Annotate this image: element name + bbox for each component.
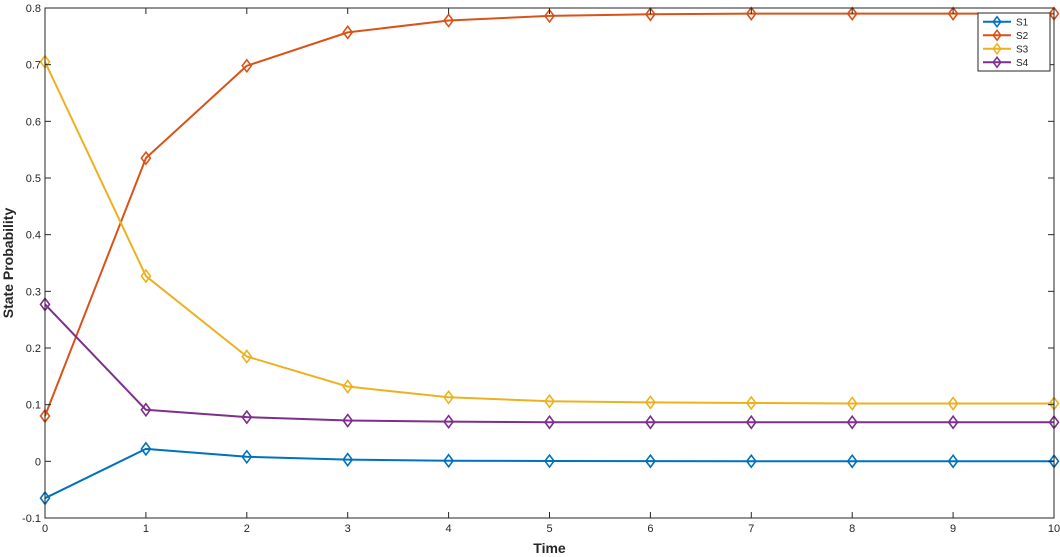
y-tick-label: 0.4 (26, 230, 41, 242)
data-point-s3 (241, 349, 253, 364)
legend-item-s4: S4 (983, 56, 1029, 69)
data-point-s1 (745, 453, 757, 469)
data-point-s3 (342, 379, 354, 394)
data-point-s2 (846, 6, 858, 21)
data-point-s1 (544, 453, 555, 469)
data-point-s1 (342, 452, 354, 467)
legend-label: S4 (1016, 58, 1029, 69)
legend-item-s1: S1 (983, 15, 1029, 28)
data-point-s2 (745, 6, 757, 21)
y-tick-label: 0.1 (26, 400, 41, 412)
data-point-s1 (846, 453, 858, 469)
data-point-s1 (644, 453, 656, 469)
legend-label: S1 (1016, 17, 1029, 28)
data-point-s3 (544, 393, 555, 409)
x-tick-label: 4 (446, 523, 452, 535)
y-tick-label: 0.3 (26, 286, 41, 298)
data-point-s3 (443, 389, 455, 405)
data-point-s4 (644, 414, 656, 430)
x-tick-label: 8 (849, 523, 855, 535)
x-tick-label: 7 (748, 523, 754, 535)
x-tick-label: 0 (42, 523, 48, 535)
legend-item-s3: S3 (983, 42, 1029, 55)
data-point-s4 (745, 414, 757, 430)
y-tick-label: 0.7 (26, 60, 41, 72)
x-tick-label: 5 (546, 523, 552, 535)
series-line-s1 (44, 447, 1054, 500)
data-point-s3 (140, 268, 152, 284)
legend-marker (992, 42, 1002, 55)
plot-area (45, 8, 1054, 518)
series-line-s4 (44, 303, 1054, 424)
legend-marker (992, 29, 1002, 42)
data-point-s2 (241, 58, 253, 74)
series-layer (39, 6, 1060, 506)
series-s4 (39, 297, 1060, 430)
legend-marker (992, 56, 1002, 69)
y-tick-label: 0 (35, 456, 41, 468)
legend-label: S3 (1016, 44, 1029, 55)
data-point-s2 (140, 150, 152, 166)
axes-layer: 0 1 2 3 4 5 6 7 8 9 10-0.100.10.20.30.40.50.60.70.… (22, 3, 1060, 535)
data-point-s1 (947, 453, 959, 469)
data-point-s2 (342, 25, 354, 40)
data-point-s1 (443, 453, 455, 469)
legend-marker (992, 15, 1002, 28)
data-point-s3 (644, 395, 656, 410)
data-point-s4 (544, 414, 555, 430)
series-s1 (39, 441, 1060, 506)
y-tick-label: 0.8 (26, 3, 41, 15)
data-point-s4 (140, 402, 152, 418)
x-tick-label: 10 (1048, 523, 1060, 535)
plot-background (45, 8, 1054, 518)
x-axis-title: Time (533, 540, 566, 556)
x-tick-label: 1 (143, 523, 149, 535)
data-point-s1 (140, 441, 152, 457)
data-point-s4 (846, 414, 858, 430)
data-point-s2 (544, 8, 555, 24)
series-line-s3 (44, 61, 1054, 405)
data-point-s1 (241, 449, 253, 465)
y-tick-label: 0.2 (26, 343, 41, 355)
data-point-s2 (947, 6, 959, 21)
series-s3 (39, 54, 1060, 411)
legend: S1 S2 S3 S4 (977, 12, 1051, 72)
legend-item-s2: S2 (983, 29, 1029, 42)
data-point-s3 (947, 396, 959, 411)
y-tick-label: -0.1 (22, 513, 41, 525)
data-point-s3 (846, 396, 858, 411)
data-point-s4 (342, 413, 354, 428)
x-tick-label: 6 (647, 523, 653, 535)
data-point-s2 (644, 6, 656, 22)
data-point-s4 (241, 409, 253, 425)
x-tick-label: 9 (950, 523, 956, 535)
series-line-s2 (44, 12, 1054, 417)
x-tick-label: 3 (345, 523, 351, 535)
data-point-s4 (947, 414, 959, 430)
y-axis-title: State Probability (0, 208, 16, 319)
data-point-s3 (745, 395, 757, 411)
legend-label: S2 (1016, 31, 1029, 42)
y-tick-label: 0.5 (26, 173, 41, 185)
data-point-s4 (443, 414, 455, 429)
x-tick-label: 2 (244, 523, 250, 535)
y-tick-label: 0.6 (26, 116, 41, 128)
data-point-s2 (443, 13, 455, 28)
